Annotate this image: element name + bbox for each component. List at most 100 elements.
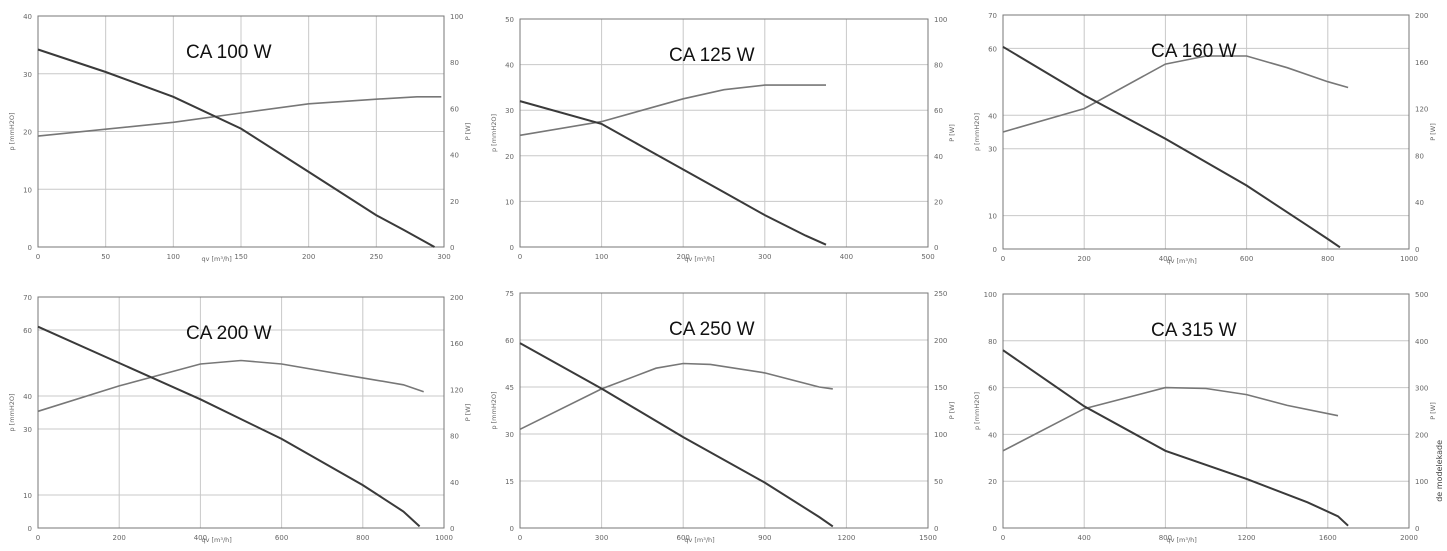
x-tick-label: 150 — [234, 253, 247, 261]
y2-axis-label: P [W] — [948, 124, 956, 142]
y-tick-label: 60 — [23, 327, 32, 335]
y2-axis-label: P [W] — [464, 123, 472, 141]
y-tick-label: 0 — [510, 525, 514, 533]
y-tick-label: 70 — [988, 12, 997, 20]
y-tick-label: 10 — [23, 492, 32, 500]
chart-title: CA 315 W — [1151, 320, 1237, 341]
pressure-curve — [37, 325, 421, 528]
y-tick-label: 0 — [993, 525, 997, 533]
y-tick-label: 100 — [984, 291, 997, 299]
power-curve — [37, 96, 442, 137]
y-tick-label: 0 — [28, 525, 32, 533]
y-tick-label: 20 — [505, 153, 514, 161]
y-tick-label: 60 — [988, 45, 997, 53]
y-axis-label: p [mmH2O] — [8, 393, 16, 431]
x-tick-label: 600 — [275, 534, 288, 542]
y2-tick-label: 160 — [1415, 59, 1428, 67]
x-tick-label: 200 — [1078, 255, 1091, 263]
y2-tick-label: 0 — [1415, 525, 1419, 533]
x-tick-label: 600 — [677, 534, 690, 542]
chart-title: CA 200 W — [186, 323, 272, 344]
y2-tick-label: 40 — [450, 479, 459, 487]
x-tick-label: 0 — [1001, 255, 1005, 263]
y2-tick-label: 50 — [934, 478, 943, 486]
y-tick-label: 30 — [23, 71, 32, 79]
y2-tick-label: 100 — [1415, 478, 1428, 486]
y-tick-label: 10 — [988, 213, 997, 221]
y-tick-label: 50 — [505, 16, 514, 24]
y2-tick-label: 80 — [1415, 152, 1424, 160]
y-tick-label: 40 — [988, 431, 997, 439]
x-tick-label: 0 — [518, 253, 522, 261]
x-tick-label: 400 — [1078, 534, 1091, 542]
x-tick-label: 300 — [595, 534, 608, 542]
x-tick-label: 900 — [758, 534, 771, 542]
chart-title: CA 160 W — [1151, 41, 1237, 62]
side-note: de modelekade — [1435, 440, 1444, 502]
x-tick-label: 1600 — [1319, 534, 1337, 542]
y2-tick-label: 400 — [1415, 338, 1428, 346]
x-tick-label: 500 — [921, 253, 934, 261]
x-tick-label: 1000 — [1400, 255, 1418, 263]
y2-axis-label: P [W] — [464, 404, 472, 422]
y2-tick-label: 120 — [450, 386, 463, 394]
y-tick-label: 40 — [23, 13, 32, 21]
x-tick-label: 1200 — [1238, 534, 1256, 542]
y2-tick-label: 60 — [450, 105, 459, 113]
x-tick-label: 800 — [1159, 534, 1172, 542]
y-tick-label: 60 — [505, 337, 514, 345]
y2-tick-label: 20 — [934, 198, 943, 206]
y2-tick-label: 0 — [450, 525, 454, 533]
plot-frame — [519, 292, 929, 529]
pressure-curve — [519, 100, 827, 246]
x-tick-label: 400 — [194, 534, 207, 542]
chart-title: CA 125 W — [669, 45, 755, 66]
y-axis-label: p [mmH2O] — [490, 114, 498, 152]
pressure-curve — [37, 48, 435, 248]
y2-tick-label: 80 — [450, 59, 459, 67]
y-tick-label: 30 — [505, 431, 514, 439]
y2-tick-label: 500 — [1415, 291, 1428, 299]
x-tick-label: 600 — [1240, 255, 1253, 263]
y-tick-label: 40 — [23, 393, 32, 401]
y-axis-label: p [mmH2O] — [490, 391, 498, 429]
y-tick-label: 45 — [505, 384, 514, 392]
x-tick-label: 400 — [1159, 255, 1172, 263]
y2-tick-label: 80 — [450, 433, 459, 441]
chart-title: CA 100 W — [186, 42, 272, 63]
y2-tick-label: 100 — [934, 431, 947, 439]
y-tick-label: 15 — [505, 478, 514, 486]
power-curve — [37, 359, 424, 413]
y2-tick-label: 0 — [1415, 246, 1419, 254]
power-curve — [1002, 55, 1349, 133]
y-tick-label: 30 — [988, 146, 997, 154]
x-tick-label: 2000 — [1400, 534, 1418, 542]
x-axis-label: qv [m³/h] — [1166, 257, 1196, 265]
y-tick-label: 10 — [23, 186, 32, 194]
y-tick-label: 70 — [23, 294, 32, 302]
x-axis-label: qv [m³/h] — [201, 536, 231, 544]
x-tick-label: 300 — [758, 253, 771, 261]
plot-frame — [1002, 293, 1410, 529]
y-tick-label: 40 — [505, 62, 514, 70]
x-tick-label: 800 — [1321, 255, 1334, 263]
x-axis-label: qv [m³/h] — [1166, 536, 1196, 544]
y-tick-label: 80 — [988, 338, 997, 346]
x-axis-label: qv [m³/h] — [201, 255, 231, 263]
y2-tick-label: 60 — [934, 107, 943, 115]
y2-tick-label: 20 — [450, 198, 459, 206]
y-tick-label: 10 — [505, 198, 514, 206]
y-tick-label: 20 — [23, 129, 32, 137]
y2-tick-label: 200 — [450, 294, 463, 302]
y2-tick-label: 80 — [934, 62, 943, 70]
y2-tick-label: 40 — [1415, 199, 1424, 207]
y2-tick-label: 200 — [934, 337, 947, 345]
power-curve — [519, 362, 833, 431]
x-axis-label: qv [m³/h] — [684, 536, 714, 544]
x-tick-label: 1200 — [837, 534, 855, 542]
y-tick-label: 60 — [988, 385, 997, 393]
y2-tick-label: 200 — [1415, 431, 1428, 439]
y2-axis-label: P [W] — [1429, 402, 1437, 420]
